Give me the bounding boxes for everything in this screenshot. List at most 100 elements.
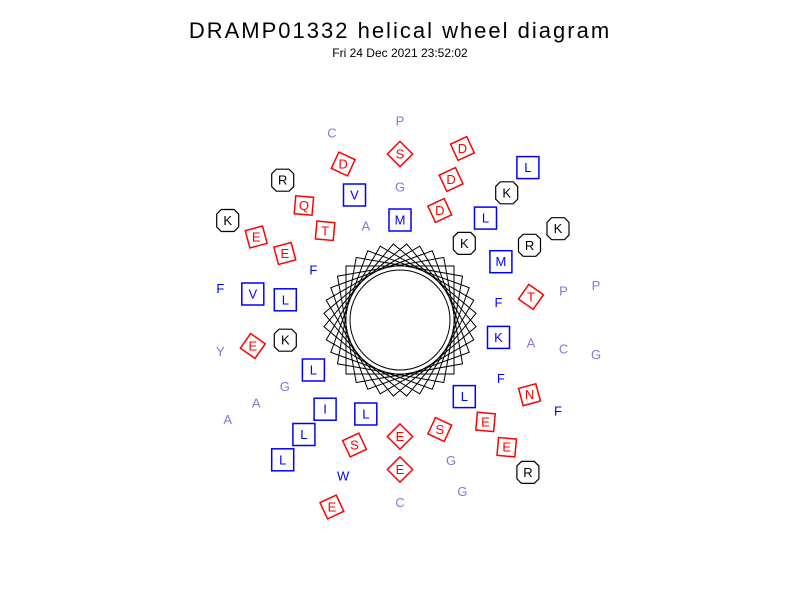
svg-text:V: V	[248, 287, 257, 302]
svg-text:A: A	[252, 396, 261, 411]
residue-42: A	[252, 396, 261, 411]
svg-text:A: A	[223, 412, 232, 427]
residue-47: D	[446, 132, 478, 164]
svg-text:L: L	[300, 427, 307, 442]
svg-text:R: R	[278, 173, 287, 188]
svg-text:V: V	[350, 188, 359, 203]
svg-text:Y: Y	[216, 344, 225, 359]
residue-41: E	[489, 429, 525, 465]
residue-46: F	[216, 281, 224, 296]
svg-text:N: N	[525, 387, 534, 402]
residue-3: F	[309, 263, 317, 278]
residue-7: A	[361, 219, 370, 234]
svg-text:E: E	[481, 414, 490, 429]
residue-27: E	[387, 457, 412, 482]
svg-text:K: K	[494, 330, 503, 345]
svg-text:F: F	[554, 404, 562, 419]
residue-2: L	[355, 403, 377, 425]
residue-17: K	[274, 329, 296, 351]
svg-text:G: G	[457, 484, 467, 499]
svg-text:G: G	[280, 379, 290, 394]
svg-text:E: E	[280, 246, 289, 261]
svg-text:A: A	[361, 219, 370, 234]
residue-35: E	[238, 331, 267, 360]
svg-text:W: W	[337, 469, 350, 484]
svg-text:K: K	[554, 221, 563, 236]
svg-text:L: L	[482, 211, 489, 226]
residue-9: E	[387, 424, 412, 449]
residue-34: G	[446, 453, 456, 468]
residue-39: E	[239, 220, 274, 255]
residue-1: K	[488, 326, 510, 348]
residue-15: M	[490, 251, 512, 273]
svg-text:C: C	[327, 126, 336, 141]
svg-text:L: L	[310, 363, 317, 378]
svg-text:F: F	[216, 281, 224, 296]
residue-52: G	[457, 484, 467, 499]
residue-60: A	[223, 412, 232, 427]
svg-text:E: E	[502, 440, 511, 455]
residue-56: E	[316, 491, 348, 523]
svg-text:M: M	[495, 254, 506, 269]
svg-text:E: E	[396, 429, 405, 444]
residue-12: F	[497, 371, 505, 386]
svg-text:C: C	[559, 341, 568, 356]
svg-text:L: L	[279, 452, 286, 467]
svg-text:D: D	[458, 141, 467, 156]
residue-40: K	[496, 182, 518, 204]
svg-text:E: E	[396, 462, 405, 477]
residue-54: P	[396, 114, 405, 129]
svg-text:S: S	[350, 438, 359, 453]
residue-10: L	[274, 289, 296, 311]
svg-text:P: P	[396, 114, 405, 129]
residue-23: E	[468, 404, 504, 440]
svg-text:T: T	[527, 289, 535, 304]
residue-20: S	[338, 429, 370, 461]
svg-text:D: D	[339, 157, 348, 172]
residue-29: D	[435, 163, 467, 195]
svg-text:G: G	[395, 180, 405, 195]
svg-text:E: E	[248, 339, 257, 354]
residue-50: R	[272, 169, 294, 191]
residue-18: G	[395, 180, 405, 195]
residue-28: V	[242, 283, 264, 305]
svg-text:K: K	[460, 236, 469, 251]
residue-59: R	[517, 461, 539, 483]
svg-text:C: C	[395, 495, 404, 510]
residue-32: Q	[286, 188, 322, 224]
residue-33: R	[519, 234, 541, 256]
residue-5: L	[453, 386, 475, 408]
residue-62: P	[592, 278, 601, 293]
svg-text:E: E	[252, 230, 261, 245]
residue-19: A	[527, 336, 536, 351]
residue-24: G	[280, 379, 290, 394]
helical-wheel-diagram: MKLFKLLAFELDFITMSKGASELEGVTEVDNLQRGESCWE…	[0, 0, 800, 600]
svg-text:A: A	[527, 336, 536, 351]
svg-text:R: R	[523, 465, 532, 480]
svg-text:K: K	[223, 213, 232, 228]
residue-8: F	[495, 295, 503, 310]
residue-45: C	[395, 495, 404, 510]
svg-text:D: D	[435, 203, 444, 218]
residue-43: D	[327, 148, 359, 180]
svg-text:L: L	[282, 292, 289, 307]
residue-21: E	[268, 236, 303, 271]
residue-37: C	[559, 341, 568, 356]
residue-6: L	[302, 359, 324, 381]
svg-text:S: S	[435, 422, 444, 437]
residue-4: K	[453, 232, 475, 254]
svg-text:F: F	[495, 295, 503, 310]
residue-26: T	[516, 282, 545, 311]
svg-text:L: L	[362, 407, 369, 422]
residue-14: T	[307, 213, 343, 249]
residue-11: D	[424, 194, 456, 226]
residue-30: N	[512, 377, 547, 412]
residue-13: I	[314, 398, 336, 420]
svg-text:F: F	[309, 263, 317, 278]
svg-text:E: E	[328, 500, 337, 515]
residue-48: F	[554, 404, 562, 419]
residue-38: W	[337, 469, 350, 484]
residue-22: L	[475, 207, 497, 229]
svg-text:Q: Q	[299, 198, 309, 213]
svg-text:L: L	[524, 160, 531, 175]
